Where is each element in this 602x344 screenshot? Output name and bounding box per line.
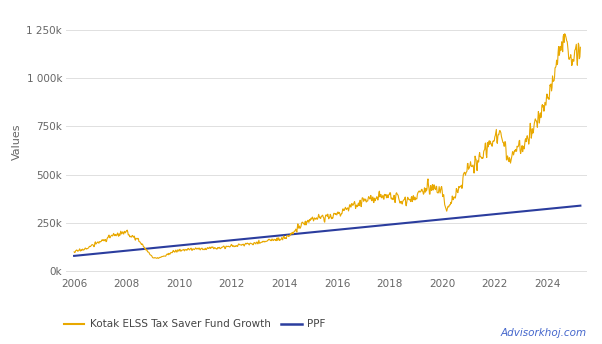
Y-axis label: Values: Values: [12, 123, 22, 160]
Text: Advisorkhoj.com: Advisorkhoj.com: [501, 328, 587, 338]
Legend: Kotak ELSS Tax Saver Fund Growth, PPF: Kotak ELSS Tax Saver Fund Growth, PPF: [60, 315, 329, 334]
